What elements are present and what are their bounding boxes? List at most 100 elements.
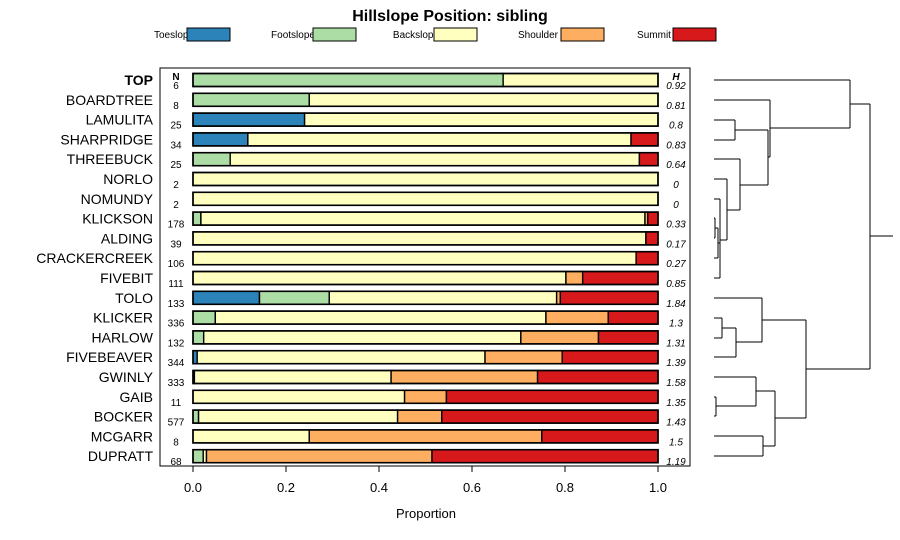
bar-harlow-backslope [202, 330, 522, 345]
dendrogram [714, 79, 893, 457]
bar-bocker-backslope [197, 409, 399, 424]
h-label-gaib: 1.35 [666, 398, 686, 409]
h-label-alding: 0.17 [666, 239, 686, 250]
row-label-fivebeaver: FIVEBEAVER [66, 349, 153, 365]
bar-mcgarr-summit [541, 429, 659, 444]
bar-outline-boardtree [192, 92, 659, 108]
n-label-top: 6 [173, 81, 179, 92]
bar-crackercreek-summit [635, 250, 659, 266]
bar-tolo-summit [559, 290, 659, 305]
bar-crackercreek-backslope [192, 250, 637, 266]
n-label-klicker: 336 [168, 319, 185, 330]
bar-bocker-shoulder [396, 409, 443, 424]
bar-klickson-backslope [200, 211, 646, 226]
dendro-merge-klicker-harlow [721, 318, 736, 338]
n-label-gwinly: 333 [168, 378, 185, 389]
bar-gaib-backslope [192, 389, 406, 404]
chart-title: Hillslope Position: sibling [352, 8, 548, 25]
row-label-mcgarr: MCGARR [91, 428, 153, 444]
bar-outline-gwinly [192, 369, 659, 385]
row-label-sharpridge: SHARPRIDGE [60, 131, 153, 147]
bar-klicker-footslope [192, 310, 217, 325]
h-label-tolo: 1.84 [666, 299, 686, 310]
dendro-merge-lower [805, 320, 870, 418]
h-label-crackercreek: 0.27 [666, 259, 686, 270]
row-label-crackercreek: CRACKERCREEK [36, 250, 153, 266]
x-tick-label-4: 0.8 [556, 480, 574, 495]
n-label-lamulita: 25 [170, 121, 182, 132]
bar-gwinly-shoulder [390, 369, 539, 385]
bar-sharpridge-summit [630, 132, 659, 147]
bar-threebuck-footslope [192, 151, 231, 167]
row-label-gaib: GAIB [120, 389, 153, 405]
legend-label-summit: Summit [637, 30, 671, 41]
bar-outline-klicker [192, 310, 659, 325]
dendro-merge-lower-pair [774, 391, 806, 446]
bar-klicker-shoulder [545, 310, 609, 325]
legend-swatch-backslope [433, 27, 478, 42]
bar-outline-alding [192, 231, 659, 246]
legend-swatch-toeslope [186, 27, 231, 42]
bar-boardtree-backslope [308, 92, 659, 108]
dendro-merge-threebuck [739, 159, 768, 210]
h-label-norlo: 0 [673, 180, 679, 191]
row-label-klicker: KLICKER [93, 310, 153, 326]
h-labels: 0.92 0.81 0.8 0.83 0.64 0 0 0.33 0.17 0.27 0.85 1.8… [666, 81, 686, 468]
row-label-gwinly: GWINLY [99, 369, 154, 385]
bar-tolo-backslope [328, 290, 558, 305]
bar-dupratt-shoulder [205, 449, 433, 464]
bar-fivebeaver-summit [561, 350, 659, 365]
legend-swatch-footslope [312, 27, 357, 42]
h-label-fivebit: 0.85 [666, 279, 686, 290]
n-label-mcgarr: 8 [173, 437, 179, 448]
bar-dupratt-footslope [192, 449, 204, 464]
bar-mcgarr-shoulder [308, 429, 543, 444]
bar-outline-nomundy [192, 191, 659, 207]
n-label-dupratt: 68 [170, 457, 182, 468]
h-label-dupratt: 1.19 [666, 457, 686, 468]
x-tick-label-2: 0.4 [370, 480, 388, 495]
n-label-fivebeaver: 344 [168, 358, 185, 369]
row-label-dupratt: DUPRATT [88, 448, 154, 464]
bar-outline-fivebit [192, 270, 659, 286]
row-label-alding: ALDING [101, 230, 153, 246]
dendro-merge-gwinly [755, 377, 775, 406]
legend-label-toeslope: Toeslope [154, 30, 194, 41]
bar-threebuck-summit [638, 151, 659, 167]
bar-harlow-shoulder [520, 330, 600, 345]
bar-outline-gaib [192, 389, 659, 405]
bar-fivebeaver-backslope [196, 350, 486, 365]
legend: Toeslope Footslope Backslope Shoulder Summit [154, 27, 717, 42]
bar-fivebit-backslope [192, 270, 567, 286]
row-label-threebuck: THREEBUCK [67, 151, 154, 167]
h-column-header: H [672, 72, 680, 83]
n-label-boardtree: 8 [173, 101, 179, 112]
dendro-merge-gaib-bocker [715, 397, 756, 416]
x-tick-label-0: 0.0 [184, 480, 202, 495]
row-label-lamulita: LAMULITA [86, 112, 154, 128]
bar-bocker-summit [441, 409, 659, 424]
bar-klickson-footslope [192, 211, 202, 226]
n-label-klickson: 178 [168, 220, 185, 231]
dendro-merge-boardtree [769, 100, 850, 157]
h-label-gwinly: 1.58 [666, 378, 686, 389]
dendro-root [869, 104, 893, 369]
n-label-alding: 39 [170, 239, 182, 250]
row-label-norlo: NORLO [103, 171, 153, 187]
legend-label-backslope: Backslope [393, 30, 440, 41]
bar-fivebeaver-shoulder [484, 350, 563, 365]
h-label-klickson: 0.33 [666, 220, 686, 231]
row-labels: TOP BOARDTREE LAMULITA SHARPRIDGE THREEBUCK N… [36, 72, 153, 464]
bar-sharpridge-backslope [247, 132, 632, 147]
row-label-top: TOP [124, 72, 153, 88]
bar-tolo-footslope [258, 290, 330, 305]
row-label-klickson: KLICKSON [82, 211, 153, 227]
h-label-sharpridge: 0.83 [666, 140, 686, 151]
bar-fivebit-summit [581, 270, 659, 286]
h-label-mcgarr: 1.5 [669, 437, 683, 448]
bar-lamulita-backslope [303, 112, 659, 127]
bar-nomundy-backslope [192, 191, 659, 207]
row-label-boardtree: BOARDTREE [66, 92, 153, 108]
bar-threebuck-backslope [229, 151, 641, 167]
